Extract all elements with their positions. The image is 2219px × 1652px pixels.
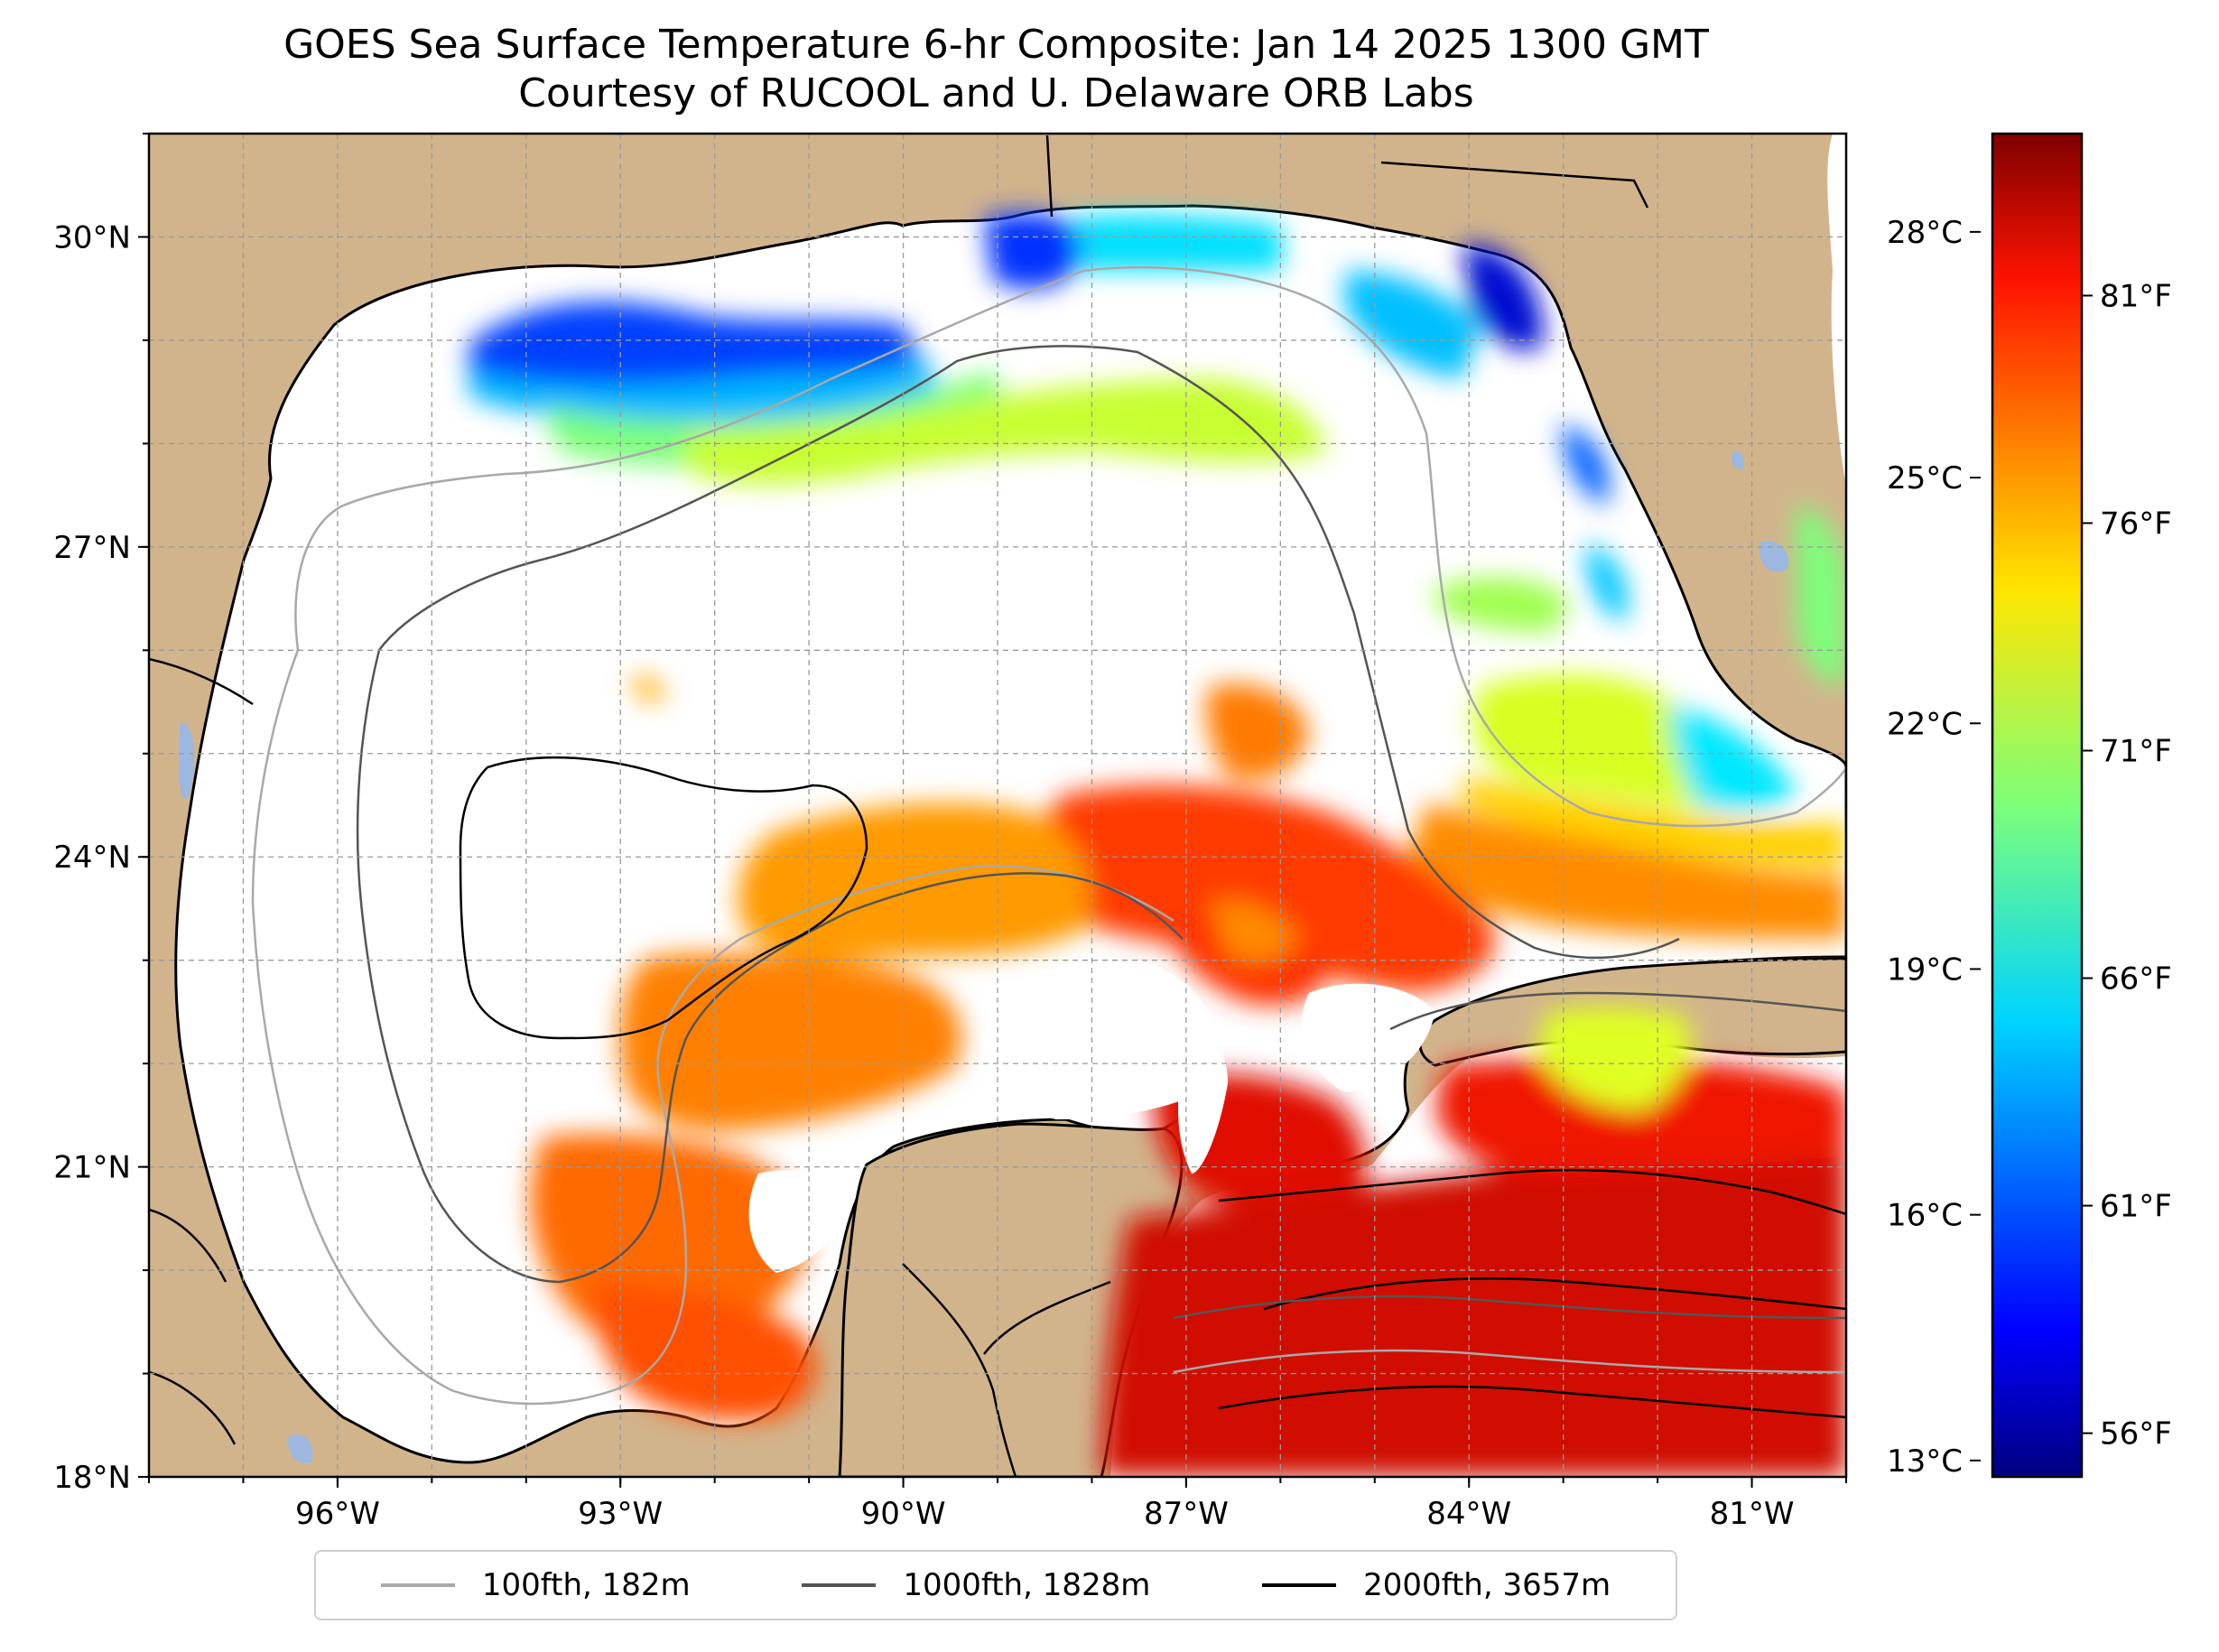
- lat-tick-label: 18°N: [53, 1460, 131, 1496]
- legend-line-100fth: [380, 1583, 455, 1587]
- colorbar-labels: 13°C 16°C 19°C 22°C 25°C 28°C 56°F 61°F 66°F 71°F…: [1887, 215, 2172, 1480]
- fahrenheit-tick-label: 56°F: [2100, 1416, 2172, 1452]
- no-data-gaps: [748, 962, 1435, 1273]
- legend-item-2000fth: 2000fth, 3657m: [1262, 1567, 1611, 1603]
- legend-item-1000fth: 1000fth, 1828m: [802, 1567, 1150, 1603]
- legend-label-1000fth: 1000fth, 1828m: [903, 1567, 1151, 1603]
- lon-tick-label: 81°W: [1710, 1496, 1795, 1532]
- sst-patches: [469, 213, 1846, 1477]
- atlantic-water: [1827, 134, 1846, 487]
- legend-item-100fth: 100fth, 182m: [380, 1567, 691, 1603]
- grid-lines: [149, 134, 1846, 1477]
- colorbar-ticks: [1970, 230, 2093, 1462]
- fahrenheit-tick-label: 61°F: [2100, 1189, 2172, 1225]
- legend-label-100fth: 100fth, 182m: [481, 1567, 691, 1603]
- legend-label-2000fth: 2000fth, 3657m: [1363, 1567, 1611, 1603]
- lat-tick-label: 27°N: [53, 530, 131, 566]
- lon-tick-label: 90°W: [861, 1496, 946, 1532]
- map-subtitle: Courtesy of RUCOOL and U. Delaware ORB L…: [518, 70, 1474, 116]
- lat-tick-label: 24°N: [53, 840, 131, 876]
- celsius-tick-label: 16°C: [1887, 1198, 1963, 1234]
- lon-tick-label: 84°W: [1426, 1496, 1511, 1532]
- fahrenheit-tick-label: 81°F: [2100, 278, 2172, 314]
- depth-legend: 100fth, 182m 1000fth, 1828m 2000fth, 365…: [314, 1550, 1677, 1620]
- celsius-tick-label: 28°C: [1887, 215, 1963, 251]
- lat-tick-label: 30°N: [53, 219, 131, 255]
- bathymetry-contours: [251, 266, 1846, 1419]
- lon-tick-label: 87°W: [1144, 1496, 1229, 1532]
- celsius-tick-label: 22°C: [1887, 706, 1963, 742]
- fahrenheit-tick-label: 71°F: [2100, 734, 2172, 770]
- map-axis-ticks: [138, 133, 1847, 1488]
- contour-1000fth: [378, 345, 1680, 960]
- fahrenheit-tick-label: 66°F: [2100, 961, 2172, 998]
- lon-tick-label: 93°W: [578, 1496, 663, 1532]
- political-borders: [149, 135, 1649, 1477]
- map-area: [149, 134, 1846, 1477]
- celsius-tick-label: 25°C: [1887, 460, 1963, 497]
- colorbar: [1991, 132, 2084, 1479]
- map-title: GOES Sea Surface Temperature 6-hr Compos…: [283, 22, 1709, 68]
- lakes: [179, 450, 1788, 1463]
- celsius-tick-label: 13°C: [1887, 1443, 1963, 1480]
- legend-line-1000fth: [802, 1583, 877, 1587]
- lon-tick-label: 96°W: [295, 1496, 380, 1532]
- legend-line-2000fth: [1262, 1583, 1337, 1587]
- map-axis-labels: 96°W 93°W 90°W 87°W 84°W 81°W 18°N 21°N 24°N 27°N…: [53, 219, 1794, 1532]
- contour-2000fth: [459, 756, 868, 1040]
- contour-100fth: [294, 266, 1846, 828]
- celsius-tick-label: 19°C: [1887, 951, 1963, 988]
- fahrenheit-tick-label: 76°F: [2100, 506, 2172, 542]
- lat-tick-label: 21°N: [53, 1150, 131, 1186]
